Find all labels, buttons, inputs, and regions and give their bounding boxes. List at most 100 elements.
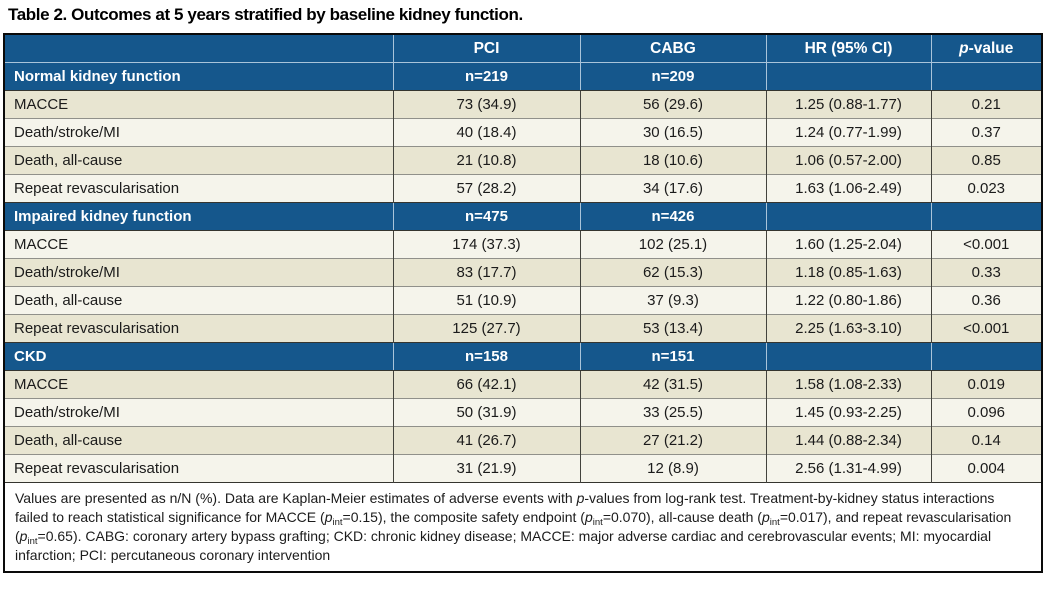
cell-pci: 41 (26.7)	[392, 426, 581, 455]
cell-cabg: 53 (13.4)	[579, 314, 767, 343]
cell-cabg: 27 (21.2)	[579, 426, 767, 455]
group-label: Impaired kidney function	[4, 202, 394, 231]
cell-hr: 1.22 (0.80-1.86)	[765, 286, 932, 315]
group-label: CKD	[4, 342, 394, 371]
group-p-empty	[930, 62, 1043, 91]
table-row: MACCE 66 (42.1) 42 (31.5) 1.58 (1.08-2.33) 0…	[4, 370, 1043, 399]
cell-hr: 1.24 (0.77-1.99)	[765, 118, 932, 147]
cell-p: 0.019	[930, 370, 1043, 399]
cell-p: 0.004	[930, 454, 1043, 483]
cell-cabg: 34 (17.6)	[579, 174, 767, 203]
cell-p: <0.001	[930, 314, 1043, 343]
group-header-row: Impaired kidney function n=475 n=426	[4, 202, 1043, 231]
cell-label: MACCE	[4, 370, 394, 399]
group-hr-empty	[765, 62, 932, 91]
cell-pci: 57 (28.2)	[392, 174, 581, 203]
cell-hr: 1.60 (1.25-2.04)	[765, 230, 932, 259]
table-row: Death/stroke/MI 40 (18.4) 30 (16.5) 1.24 (0…	[4, 118, 1043, 147]
cell-hr: 1.58 (1.08-2.33)	[765, 370, 932, 399]
cell-label: Repeat revascularisation	[4, 314, 394, 343]
cell-label: Death/stroke/MI	[4, 118, 394, 147]
col-header-pci: PCI	[392, 34, 581, 63]
group-pci-n: n=158	[392, 342, 581, 371]
cell-hr: 2.25 (1.63-3.10)	[765, 314, 932, 343]
cell-hr: 1.63 (1.06-2.49)	[765, 174, 932, 203]
cell-pci: 40 (18.4)	[392, 118, 581, 147]
table-title: Table 2. Outcomes at 5 years stratified …	[8, 5, 523, 24]
cell-p: <0.001	[930, 230, 1043, 259]
cell-label: Death, all-cause	[4, 146, 394, 175]
group-p-empty	[930, 342, 1043, 371]
cell-label: Death, all-cause	[4, 426, 394, 455]
cell-cabg: 37 (9.3)	[579, 286, 767, 315]
cell-p: 0.33	[930, 258, 1043, 287]
cell-cabg: 62 (15.3)	[579, 258, 767, 287]
footnote-row: Values are presented as n/N (%). Data ar…	[4, 482, 1042, 572]
cell-label: Death/stroke/MI	[4, 258, 394, 287]
group-pci-n: n=475	[392, 202, 581, 231]
table-row: Death/stroke/MI 83 (17.7) 62 (15.3) 1.18 (0…	[4, 258, 1043, 287]
cell-cabg: 102 (25.1)	[579, 230, 767, 259]
cell-label: Repeat revascularisation	[4, 174, 394, 203]
table-row: MACCE 73 (34.9) 56 (29.6) 1.25 (0.88-1.77) 0…	[4, 90, 1043, 119]
cell-label: MACCE	[4, 230, 394, 259]
table-row: Death, all-cause 51 (10.9) 37 (9.3) 1.22 (0…	[4, 286, 1043, 315]
cell-pci: 125 (27.7)	[392, 314, 581, 343]
cell-cabg: 33 (25.5)	[579, 398, 767, 427]
cell-pci: 83 (17.7)	[392, 258, 581, 287]
cell-cabg: 12 (8.9)	[579, 454, 767, 483]
cell-cabg: 30 (16.5)	[579, 118, 767, 147]
cell-hr: 1.06 (0.57-2.00)	[765, 146, 932, 175]
cell-hr: 1.45 (0.93-2.25)	[765, 398, 932, 427]
table-row: Death, all-cause 41 (26.7) 27 (21.2) 1.44 (…	[4, 426, 1043, 455]
group-header-row: CKD n=158 n=151	[4, 342, 1043, 371]
cell-label: Death, all-cause	[4, 286, 394, 315]
table-row: Death/stroke/MI 50 (31.9) 33 (25.5) 1.45 (0…	[4, 398, 1043, 427]
cell-cabg: 56 (29.6)	[579, 90, 767, 119]
table-header: PCI CABG HR (95% CI) p-value	[4, 34, 1043, 63]
table-body: Normal kidney function n=219 n=209 MACCE 73 …	[4, 62, 1043, 483]
table-row: MACCE 174 (37.3) 102 (25.1) 1.60 (1.25-2.04…	[4, 230, 1043, 259]
col-header-p: p-value	[930, 34, 1043, 63]
col-header-hr: HR (95% CI)	[765, 34, 932, 63]
cell-pci: 21 (10.8)	[392, 146, 581, 175]
group-cabg-n: n=151	[579, 342, 767, 371]
cell-label: Death/stroke/MI	[4, 398, 394, 427]
cell-pci: 73 (34.9)	[392, 90, 581, 119]
table-footnote: Values are presented as n/N (%). Data ar…	[15, 490, 1012, 563]
cell-p: 0.023	[930, 174, 1043, 203]
col-header-label	[4, 34, 394, 63]
col-header-cabg: CABG	[579, 34, 767, 63]
group-pci-n: n=219	[392, 62, 581, 91]
table-row: Repeat revascularisation 57 (28.2) 34 (17.…	[4, 174, 1043, 203]
cell-label: MACCE	[4, 90, 394, 119]
group-cabg-n: n=209	[579, 62, 767, 91]
cell-hr: 2.56 (1.31-4.99)	[765, 454, 932, 483]
cell-p: 0.096	[930, 398, 1043, 427]
outcomes-table: PCI CABG HR (95% CI) p-value Normal kidney …	[3, 33, 1043, 573]
cell-p: 0.14	[930, 426, 1043, 455]
group-p-empty	[930, 202, 1043, 231]
cell-p: 0.36	[930, 286, 1043, 315]
cell-cabg: 42 (31.5)	[579, 370, 767, 399]
cell-pci: 174 (37.3)	[392, 230, 581, 259]
table-row: Death, all-cause 21 (10.8) 18 (10.6) 1.06 (…	[4, 146, 1043, 175]
cell-p: 0.85	[930, 146, 1043, 175]
cell-pci: 66 (42.1)	[392, 370, 581, 399]
cell-pci: 51 (10.9)	[392, 286, 581, 315]
cell-hr: 1.18 (0.85-1.63)	[765, 258, 932, 287]
group-label: Normal kidney function	[4, 62, 394, 91]
cell-p: 0.37	[930, 118, 1043, 147]
cell-pci: 31 (21.9)	[392, 454, 581, 483]
group-hr-empty	[765, 202, 932, 231]
cell-pci: 50 (31.9)	[392, 398, 581, 427]
cell-label: Repeat revascularisation	[4, 454, 394, 483]
cell-hr: 1.44 (0.88-2.34)	[765, 426, 932, 455]
group-cabg-n: n=426	[579, 202, 767, 231]
table-row: Repeat revascularisation 125 (27.7) 53 (13…	[4, 314, 1043, 343]
cell-p: 0.21	[930, 90, 1043, 119]
cell-hr: 1.25 (0.88-1.77)	[765, 90, 932, 119]
column-header-row: PCI CABG HR (95% CI) p-value	[4, 34, 1043, 63]
cell-cabg: 18 (10.6)	[579, 146, 767, 175]
